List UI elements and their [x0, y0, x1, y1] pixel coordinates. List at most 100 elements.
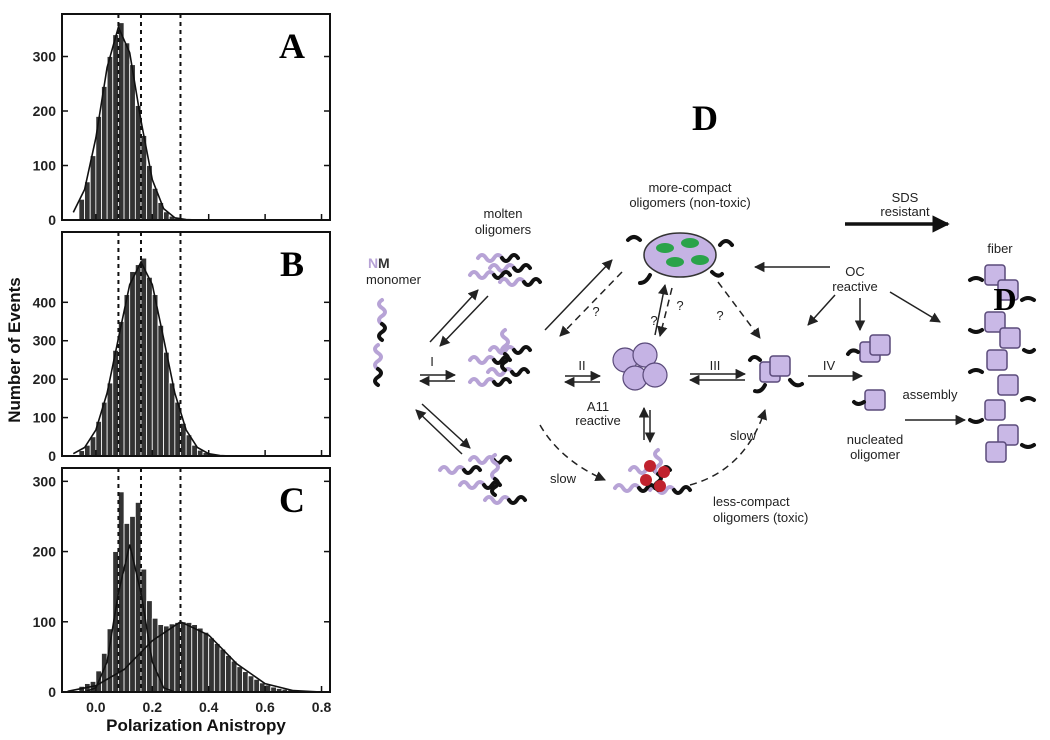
bar: [89, 436, 97, 457]
y-tick-label: 200: [33, 544, 57, 560]
x-tick-label: 0.2: [143, 699, 163, 715]
bar: [146, 276, 153, 457]
nucleated-label: nucleated: [847, 432, 903, 447]
y-tick-label: 300: [33, 49, 57, 65]
nucleus: [748, 355, 804, 394]
bar: [157, 324, 164, 457]
x-tick-label: 0.8: [312, 699, 332, 715]
slow-label: slow: [550, 471, 577, 486]
bar: [106, 56, 114, 221]
bar: [129, 64, 136, 221]
bar: [78, 198, 85, 221]
bar: [191, 624, 198, 693]
panel-label: D: [692, 98, 718, 138]
bar: [202, 631, 210, 693]
fit-curve: [72, 260, 243, 457]
monomer-label: monomer: [366, 272, 422, 287]
bar: [106, 382, 114, 457]
y-tick-label: 100: [33, 410, 57, 426]
histogram-panel: 0 100 200 300 A: [33, 13, 331, 228]
panel-label: B: [280, 244, 304, 284]
a11-oligomer: [612, 342, 668, 391]
m-label: M: [378, 255, 390, 271]
x-tick-label: 0.4: [199, 699, 219, 715]
bar: [225, 655, 232, 693]
less-compact-oligomer: [613, 448, 692, 495]
bar: [174, 622, 181, 693]
fit-curve: [84, 544, 176, 693]
panel-label: C: [279, 480, 305, 520]
bar: [168, 382, 176, 457]
histogram-panel: 0 100 200 300 400 B: [33, 231, 331, 464]
a11-label: reactive: [575, 413, 621, 428]
y-tick-label: 0: [48, 448, 56, 464]
monomer-shape: [373, 298, 387, 387]
slow-label: slow: [730, 428, 757, 443]
bar: [163, 625, 170, 693]
y-tick-label: 200: [33, 371, 57, 387]
x-tick-label: 0.6: [255, 699, 275, 715]
sds-label: SDS: [892, 190, 919, 205]
nucleated-label: oligomer: [850, 447, 901, 462]
y-axis-label: Number of Events: [5, 277, 24, 422]
question-mark: ?: [592, 304, 599, 319]
bar: [242, 671, 249, 693]
molten-label: oligomers: [475, 222, 532, 237]
bar: [134, 105, 142, 221]
a11-label: A11: [587, 399, 609, 414]
step-label: III: [710, 358, 721, 373]
step-label: I: [430, 354, 434, 369]
bar: [163, 351, 170, 457]
bar: [259, 682, 266, 693]
bar: [123, 294, 131, 457]
step-label: II: [578, 358, 585, 373]
y-tick-label: 400: [33, 294, 57, 310]
bar: [247, 675, 255, 693]
bar: [180, 621, 187, 693]
bar: [129, 271, 136, 457]
fiber-panel-label: D: [993, 281, 1016, 317]
bar: [151, 294, 159, 457]
bottom-oligomer: [438, 453, 527, 505]
bar: [253, 678, 260, 693]
sds-label: resistant: [880, 204, 930, 219]
bar: [236, 666, 243, 693]
diagram: D N M monomer molten oligomers more-comp…: [366, 98, 1036, 525]
histogram-panels: 0 100 200 300 A 0 100 200 300 400 B 0 100 200 300 0.0 0.…: [33, 13, 332, 715]
arrows: [415, 259, 967, 486]
assembly-label: assembly: [903, 387, 958, 402]
bar: [185, 622, 193, 693]
question-mark: ?: [676, 298, 683, 313]
bar: [168, 623, 176, 693]
y-tick-label: 100: [33, 158, 57, 174]
y-tick-label: 300: [33, 333, 57, 349]
bar: [89, 155, 97, 221]
y-tick-label: 200: [33, 103, 57, 119]
fit-curve: [67, 620, 322, 693]
bar: [264, 684, 272, 693]
fiber-label: fiber: [987, 241, 1013, 256]
bar: [219, 648, 227, 693]
molten-label: molten: [483, 206, 522, 221]
y-tick-label: 100: [33, 614, 57, 630]
y-tick-label: 300: [33, 473, 57, 489]
bar: [208, 637, 215, 693]
more-compact-label: more-compact: [648, 180, 731, 195]
n-label: N: [368, 255, 378, 271]
central-oligomer: [468, 328, 532, 387]
plot-frame: [61, 231, 331, 457]
step-label: IV: [823, 358, 836, 373]
oc-label: reactive: [832, 279, 878, 294]
histogram-panel: 0 100 200 300 0.0 0.2 0.4 0.6 0.8 C: [33, 467, 332, 715]
y-tick-label: 0: [48, 684, 56, 700]
question-mark: ?: [716, 308, 723, 323]
bar: [101, 86, 108, 221]
oc-label: OC: [845, 264, 865, 279]
bar: [213, 643, 221, 693]
bar: [129, 516, 136, 693]
molten-oligomer: [468, 253, 542, 287]
x-tick-label: 0.0: [86, 699, 106, 715]
bar: [151, 617, 159, 693]
plot-frame: [61, 13, 331, 221]
